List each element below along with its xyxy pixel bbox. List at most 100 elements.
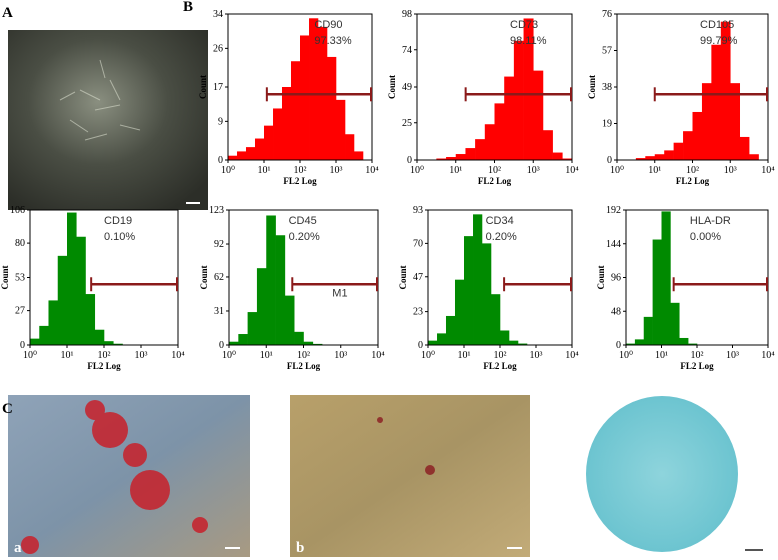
histogram-bar xyxy=(720,21,731,161)
histogram-bar xyxy=(30,338,40,345)
histogram-bar xyxy=(661,211,671,345)
histogram-bar xyxy=(67,212,77,345)
y-tick-label: 34 xyxy=(213,9,223,20)
histogram-bar xyxy=(652,239,662,345)
x-tick-label: 10⁰ xyxy=(421,350,435,361)
histogram-bar xyxy=(523,18,534,160)
histogram-bar xyxy=(428,340,438,345)
percent-label: 0.20% xyxy=(486,231,517,243)
x-tick-label: 10³ xyxy=(527,165,540,176)
photo-c-a xyxy=(8,395,250,557)
x-tick-label: 10¹ xyxy=(449,165,462,176)
histogram-bar xyxy=(237,151,247,160)
histogram-bar xyxy=(645,156,656,160)
x-axis-label: FL2 Log xyxy=(283,176,317,186)
histogram-bar xyxy=(533,70,544,160)
histogram-bar xyxy=(294,331,304,345)
y-tick-label: 74 xyxy=(402,45,412,56)
histogram-bar xyxy=(284,295,295,345)
histogram-bar xyxy=(238,334,248,345)
histogram-bar xyxy=(730,83,741,160)
x-axis-label: FL2 Log xyxy=(680,361,714,371)
histogram-bar xyxy=(303,341,314,345)
histogram-bar xyxy=(664,150,674,160)
histogram-bar xyxy=(500,330,510,345)
stain-spots xyxy=(377,417,435,475)
histogram-bar xyxy=(465,148,476,160)
y-tick-label: 57 xyxy=(602,46,612,57)
histogram-bar xyxy=(254,138,265,160)
x-axis-label: FL2 Log xyxy=(483,361,517,371)
y-axis-label: Count xyxy=(398,265,408,289)
y-tick-label: 17 xyxy=(213,82,223,93)
histogram-bar xyxy=(312,343,323,345)
percent-label: 99.79% xyxy=(700,35,738,47)
x-tick-label: 10¹ xyxy=(61,350,74,361)
histogram-bar xyxy=(247,312,258,345)
histogram-bar xyxy=(711,44,722,160)
y-axis-label: Count xyxy=(596,265,606,289)
histogram-bar xyxy=(454,279,465,345)
histogram-bar xyxy=(48,300,59,345)
marker-name: CD105 xyxy=(700,19,734,31)
panel-label: B xyxy=(183,0,193,15)
histogram-bar xyxy=(654,154,665,160)
y-tick-label: 144 xyxy=(606,239,621,250)
y-tick-label: 48 xyxy=(611,306,621,317)
percent-label: 0.00% xyxy=(690,231,721,243)
y-axis-label: Count xyxy=(198,75,208,99)
y-tick-label: 25 xyxy=(402,118,412,129)
marker-name: CD19 xyxy=(104,215,132,227)
y-tick-label: 96 xyxy=(611,273,621,284)
x-tick-label: 10³ xyxy=(724,165,737,176)
x-tick-label: 10² xyxy=(691,350,704,361)
histogram-bar xyxy=(290,61,301,161)
histogram-bar xyxy=(336,99,346,160)
histogram-bar xyxy=(692,111,703,160)
y-tick-label: 19 xyxy=(602,119,612,130)
histogram-bar xyxy=(739,136,750,160)
x-axis-label: FL2 Log xyxy=(287,361,321,371)
histogram-bar xyxy=(484,124,495,160)
histogram-bar xyxy=(326,56,337,160)
y-tick-label: 0 xyxy=(616,340,621,351)
x-tick-label: 10¹ xyxy=(648,165,661,176)
percent-label: 0.10% xyxy=(104,231,135,243)
x-tick-label: 10⁰ xyxy=(610,165,624,176)
y-axis-label: Count xyxy=(587,75,597,99)
y-tick-label: 26 xyxy=(213,43,223,54)
histogram-bar xyxy=(437,333,447,345)
histogram-bar xyxy=(504,76,515,160)
x-tick-label: 10³ xyxy=(334,350,347,361)
histogram-bar xyxy=(683,131,693,160)
y-tick-label: 70 xyxy=(413,238,423,249)
x-tick-label: 10² xyxy=(297,350,310,361)
histogram-bar xyxy=(228,155,238,160)
x-tick-label: 10⁴ xyxy=(565,350,579,361)
histogram-bar xyxy=(85,294,96,345)
image-label: a xyxy=(14,540,22,556)
histogram-bar xyxy=(275,235,286,345)
histogram-bar xyxy=(634,339,645,345)
panel-label: C xyxy=(2,401,13,417)
x-tick-label: 10² xyxy=(686,165,699,176)
x-tick-label: 10¹ xyxy=(260,350,273,361)
x-tick-label: 10³ xyxy=(330,165,343,176)
y-tick-label: 76 xyxy=(602,9,612,20)
histogram-bar xyxy=(281,87,292,160)
histogram-bar xyxy=(57,255,68,345)
histogram-bar xyxy=(104,341,114,345)
x-tick-label: 10⁴ xyxy=(365,165,379,176)
marker-name: CD34 xyxy=(486,215,514,227)
histogram-bar xyxy=(473,214,483,345)
histogram-bar xyxy=(475,139,486,160)
y-tick-label: 98 xyxy=(402,9,412,20)
marker-name: CD90 xyxy=(314,19,342,31)
y-tick-label: 0 xyxy=(20,340,25,351)
histogram-bar xyxy=(309,18,319,161)
panel-label: A xyxy=(2,5,13,21)
cell-texture xyxy=(59,59,141,141)
x-tick-label: 10⁰ xyxy=(23,350,37,361)
y-tick-label: 49 xyxy=(402,82,412,93)
y-axis-label: Count xyxy=(199,265,209,289)
